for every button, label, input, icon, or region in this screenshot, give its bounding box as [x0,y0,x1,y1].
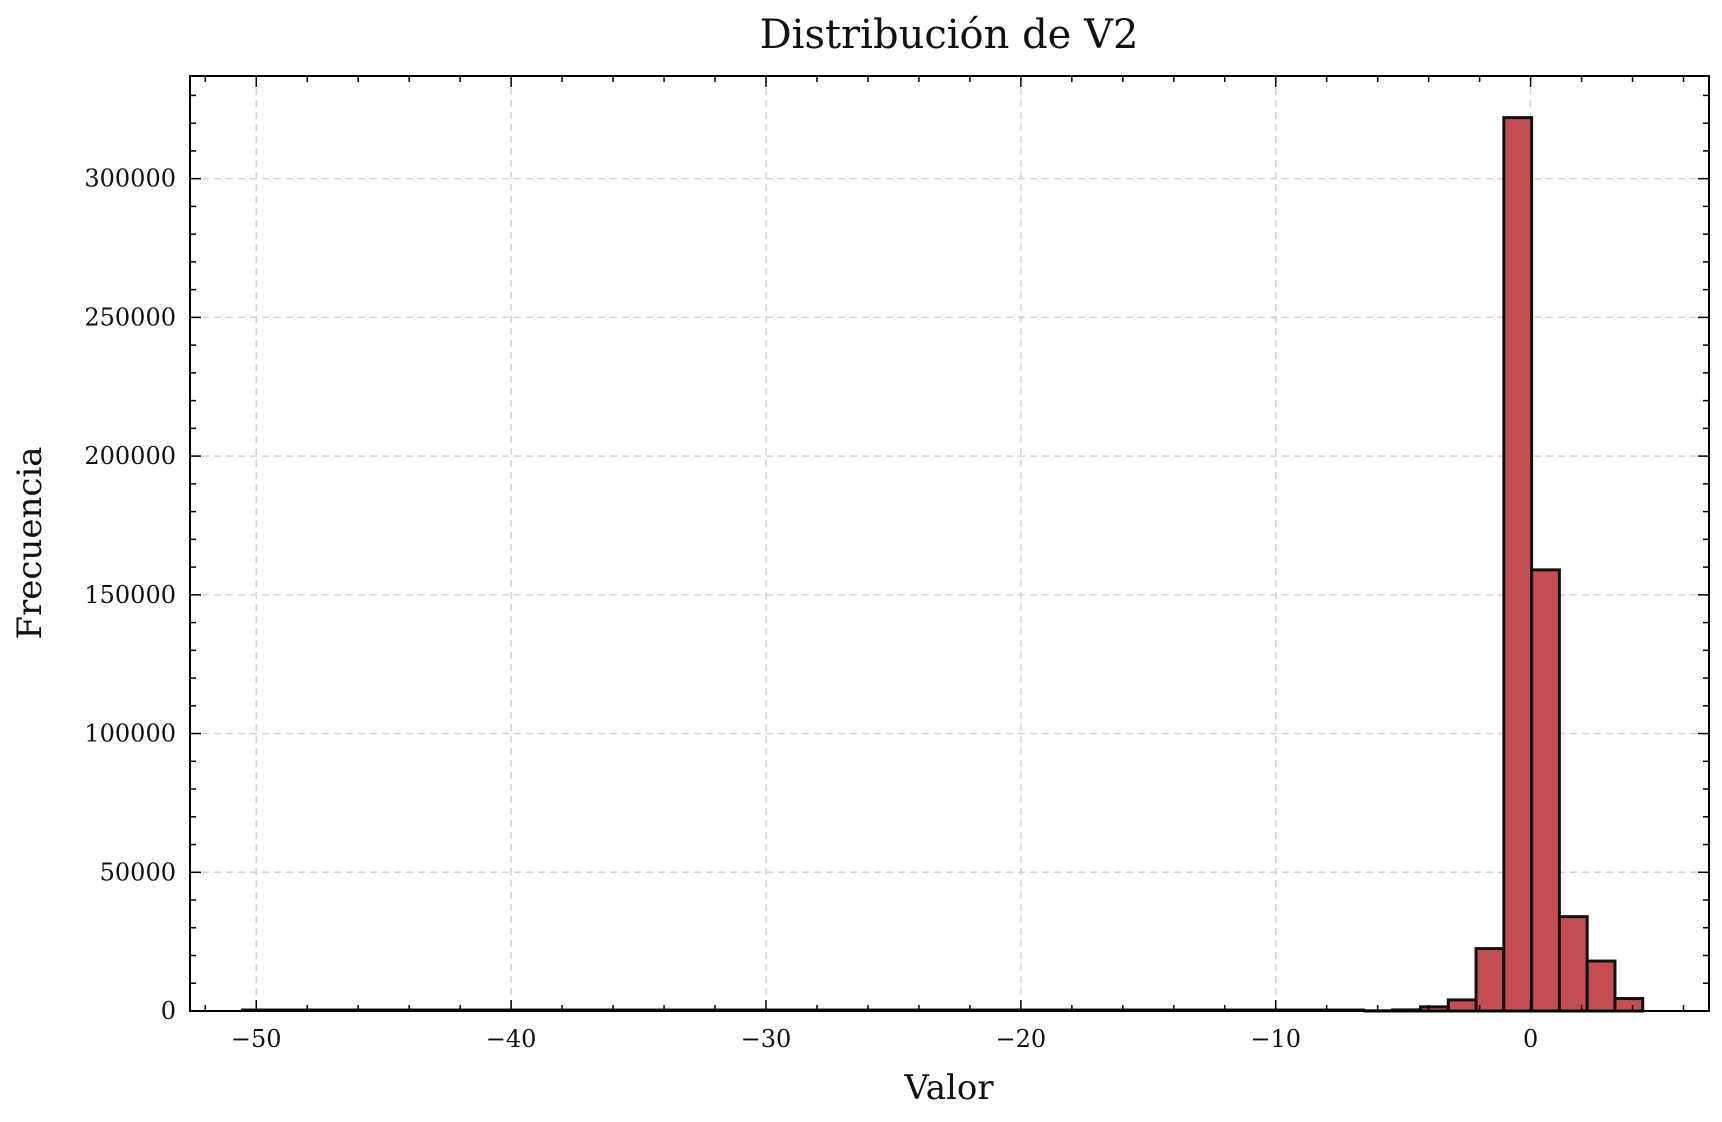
x-tick-label: −50 [231,1025,282,1053]
x-tick-label: −20 [996,1025,1047,1053]
tick-labels-layer: −50 −40 −30 −20 −10 0 0 50000 100000 150000 200000… [84,165,1538,1053]
histogram-bar [1585,959,1617,1013]
x-tick-label: 0 [1523,1025,1538,1053]
histogram-bar [1446,998,1478,1013]
y-tick-label: 250000 [84,303,176,331]
y-tick-label: 150000 [84,581,176,609]
chart-title: Distribución de V2 [760,12,1139,58]
grid-layer [190,76,1709,1012]
histogram-bar [1613,997,1645,1013]
histogram-bar [1474,947,1506,1013]
x-tick-label: −30 [741,1025,792,1053]
y-tick-label: 0 [161,997,176,1025]
ticks-layer [190,76,1709,1012]
x-axis-label: Valor [903,1068,994,1108]
y-axis-label: Frecuencia [10,446,50,639]
x-tick-label: −10 [1250,1025,1301,1053]
y-tick-label: 200000 [84,442,176,470]
histogram-bar [1530,568,1561,1013]
plot-frame [189,75,1710,1012]
histogram-bar [1502,116,1534,1013]
y-tick-label: 50000 [100,858,176,886]
x-tick-label: −40 [486,1025,537,1053]
y-tick-label: 100000 [84,720,176,748]
histogram-bar [1557,915,1589,1013]
bars-layer [240,116,1645,1013]
y-tick-label: 300000 [84,165,176,193]
